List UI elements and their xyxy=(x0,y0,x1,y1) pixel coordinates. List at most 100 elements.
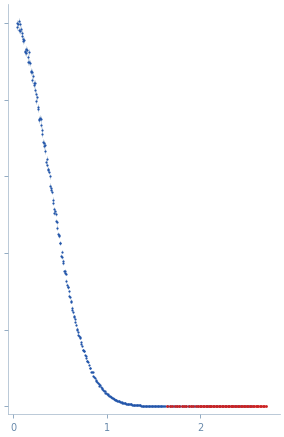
Point xyxy=(191,402,196,409)
Point xyxy=(241,402,246,409)
Point xyxy=(62,267,67,274)
Point xyxy=(137,402,142,409)
Point xyxy=(53,208,57,215)
Point xyxy=(113,396,117,403)
Point xyxy=(47,173,52,180)
Point xyxy=(31,80,36,87)
Point xyxy=(96,380,101,387)
Point xyxy=(18,28,22,35)
Point xyxy=(245,402,250,409)
Point xyxy=(134,402,138,409)
Point xyxy=(75,326,80,333)
Point xyxy=(189,402,193,409)
Point xyxy=(66,284,70,291)
Point xyxy=(22,36,26,43)
Point xyxy=(215,402,220,409)
Point xyxy=(47,168,51,175)
Point xyxy=(99,385,104,392)
Point xyxy=(214,402,218,409)
Point xyxy=(109,394,114,401)
Point xyxy=(224,402,229,409)
Point xyxy=(76,331,81,338)
Point xyxy=(240,402,245,409)
Point xyxy=(231,402,236,409)
Point xyxy=(114,397,119,404)
Point xyxy=(233,402,238,409)
Point xyxy=(241,402,245,409)
Point xyxy=(156,402,160,409)
Point xyxy=(27,59,32,66)
Point xyxy=(211,402,215,409)
Point xyxy=(169,402,174,409)
Point xyxy=(220,402,224,409)
Point xyxy=(193,402,197,409)
Point xyxy=(85,357,89,364)
Point xyxy=(121,399,126,406)
Point xyxy=(83,352,87,359)
Point xyxy=(65,284,70,291)
Point xyxy=(172,402,176,409)
Point xyxy=(18,21,23,28)
Point xyxy=(201,402,205,409)
Point xyxy=(61,260,66,267)
Point xyxy=(34,90,38,97)
Point xyxy=(229,402,233,409)
Point xyxy=(70,306,75,313)
Point xyxy=(108,393,113,400)
Point xyxy=(49,186,54,193)
Point xyxy=(181,402,185,409)
Point xyxy=(101,387,106,394)
Point xyxy=(118,398,122,405)
Point xyxy=(227,402,232,409)
Point xyxy=(14,20,19,27)
Point xyxy=(196,402,200,409)
Point xyxy=(155,402,160,409)
Point xyxy=(176,402,181,409)
Point xyxy=(86,359,90,366)
Point xyxy=(123,400,128,407)
Point xyxy=(28,60,32,67)
Point xyxy=(131,401,135,408)
Point xyxy=(163,402,168,409)
Point xyxy=(30,76,35,83)
Point xyxy=(62,268,66,275)
Point xyxy=(17,27,21,34)
Point xyxy=(43,141,47,148)
Point xyxy=(150,402,154,409)
Point xyxy=(16,17,21,24)
Point xyxy=(44,158,48,165)
Point xyxy=(259,402,264,409)
Point xyxy=(82,348,86,355)
Point xyxy=(166,402,170,409)
Point xyxy=(197,402,202,409)
Point xyxy=(126,400,131,407)
Point xyxy=(223,402,227,409)
Point xyxy=(30,68,34,75)
Point xyxy=(110,394,114,401)
Point xyxy=(235,402,239,409)
Point xyxy=(134,402,139,409)
Point xyxy=(31,73,35,80)
Point xyxy=(262,402,267,409)
Point xyxy=(217,402,221,409)
Point xyxy=(88,364,93,371)
Point xyxy=(105,390,109,397)
Point xyxy=(29,68,34,75)
Point xyxy=(131,401,136,408)
Point xyxy=(182,402,187,409)
Point xyxy=(139,402,143,409)
Point xyxy=(76,328,80,335)
Point xyxy=(87,361,91,368)
Point xyxy=(93,375,97,382)
Point xyxy=(170,402,174,409)
Point xyxy=(105,391,110,398)
Point xyxy=(90,369,95,376)
Point xyxy=(170,402,175,409)
Point xyxy=(230,402,235,409)
Point xyxy=(74,325,79,332)
Point xyxy=(158,402,162,409)
Point xyxy=(72,313,76,320)
Point xyxy=(154,402,158,409)
Point xyxy=(78,334,82,341)
Point xyxy=(26,59,30,66)
